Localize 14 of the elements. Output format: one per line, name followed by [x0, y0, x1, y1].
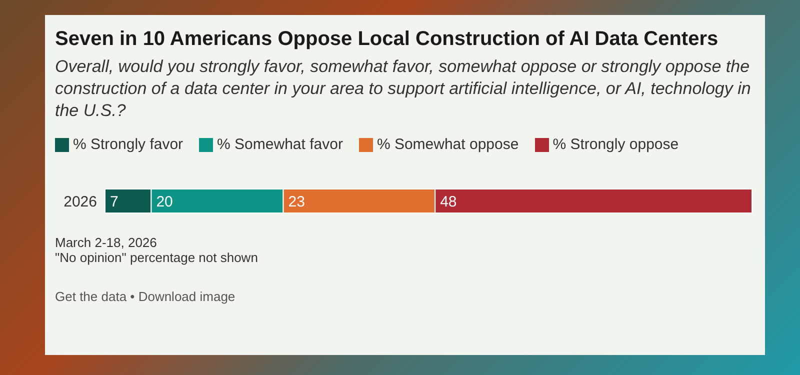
legend-label: % Somewhat favor	[217, 136, 343, 153]
data-label: 7	[110, 193, 118, 210]
chart-subtitle: Overall, would you strongly favor, somewhat favor, somewhat oppose or strongly oppose the construction of a data center in your area to support artificial intelligence, or AI, technology in the U.S.?	[55, 56, 752, 122]
text: "No opinion" percentage not shown	[55, 250, 259, 265]
chart-title: Seven in 10 Americans Oppose Local Construction of AI Data Centers	[55, 27, 720, 52]
data-label: 20	[156, 193, 173, 210]
data-label: 23	[288, 193, 305, 210]
y-tick-label: 2026	[64, 193, 97, 210]
data-label: 48	[440, 193, 457, 210]
legend-label: % Somewhat oppose	[376, 136, 519, 153]
legend-label: % Strongly oppose	[552, 136, 679, 153]
annotation: March 2-18, 2026	[55, 235, 158, 250]
text: Get the data • Download image	[55, 289, 236, 304]
legend-label: % Strongly favor	[73, 136, 184, 153]
